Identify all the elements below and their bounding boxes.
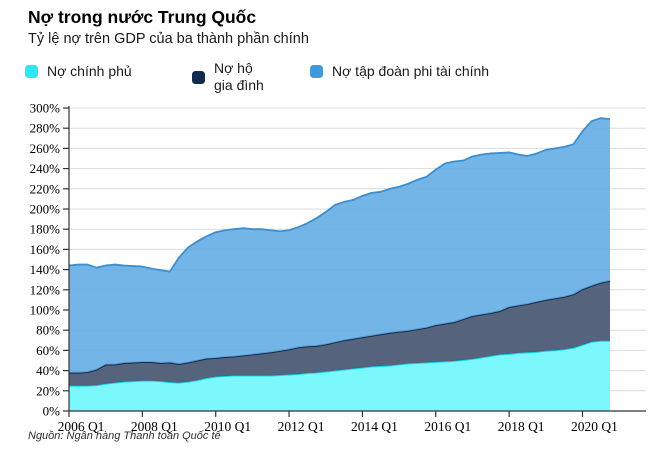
y-axis-label: 280% — [30, 121, 61, 136]
chart-title: Nợ trong nước Trung Quốc — [28, 7, 257, 27]
x-axis-label: 2020 Q1 — [571, 419, 618, 434]
legend-label-household: Nợ hộ gia đình — [214, 60, 264, 93]
y-axis-label: 140% — [30, 262, 61, 277]
x-axis-label: 2014 Q1 — [351, 419, 398, 434]
legend-swatch-household-icon — [192, 70, 205, 84]
x-axis-label: 2008 Q1 — [131, 419, 178, 434]
source-note: Nguồn: Ngân hàng Thanh toán Quốc tế — [28, 430, 221, 442]
y-axis-label: 300% — [30, 101, 61, 116]
legend-item-corporate: Nợ tập đoàn phi tài chính — [310, 63, 489, 80]
y-axis-label: 220% — [30, 181, 61, 196]
y-axis-label: 260% — [30, 141, 61, 156]
y-axis-label: 60% — [36, 343, 60, 358]
legend-swatch-government-icon — [25, 65, 38, 78]
line-corporate — [68, 117, 611, 273]
legend-item-government: Nợ chính phủ — [25, 63, 132, 80]
y-axis-label: 20% — [36, 383, 60, 398]
legend-swatch-corporate-icon — [310, 65, 323, 78]
area-government — [69, 340, 610, 411]
y-axis-label: 80% — [36, 323, 60, 338]
y-axis-label: 40% — [36, 363, 60, 378]
area-corporate — [69, 118, 610, 373]
y-axis-label: 200% — [30, 202, 61, 217]
chart-subtitle: Tỷ lệ nợ trên GDP của ba thành phần chín… — [28, 31, 309, 47]
legend-label-corporate: Nợ tập đoàn phi tài chính — [332, 63, 490, 79]
x-axis-label: 2012 Q1 — [278, 419, 325, 434]
legend-item-household: Nợ hộ gia đình — [192, 60, 264, 94]
y-axis-label: 100% — [30, 303, 61, 318]
y-axis-label: 160% — [30, 242, 61, 257]
y-axis-label: 0% — [43, 404, 61, 419]
y-axis-label: 120% — [30, 282, 61, 297]
x-axis-label: 2016 Q1 — [424, 419, 471, 434]
x-axis-label: 2010 Q1 — [204, 419, 251, 434]
y-axis-label: 240% — [30, 161, 61, 176]
x-axis-label: 2006 Q1 — [58, 419, 105, 434]
legend-label-government: Nợ chính phủ — [47, 63, 132, 79]
x-axis-label: 2018 Q1 — [498, 419, 545, 434]
y-axis-label: 180% — [30, 222, 61, 237]
